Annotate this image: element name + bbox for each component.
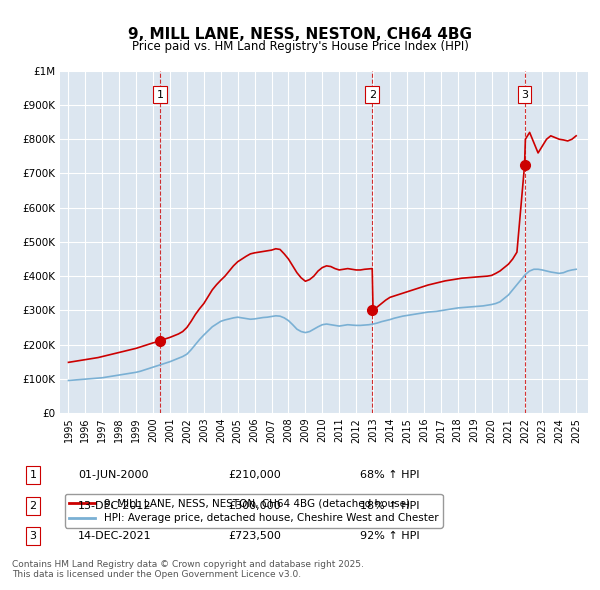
Text: Price paid vs. HM Land Registry's House Price Index (HPI): Price paid vs. HM Land Registry's House … <box>131 40 469 53</box>
Text: £210,000: £210,000 <box>228 470 281 480</box>
Text: 1: 1 <box>157 90 164 100</box>
Text: 18% ↑ HPI: 18% ↑ HPI <box>360 501 419 510</box>
Text: 2: 2 <box>368 90 376 100</box>
Text: 3: 3 <box>29 532 37 541</box>
Text: 9, MILL LANE, NESS, NESTON, CH64 4BG: 9, MILL LANE, NESS, NESTON, CH64 4BG <box>128 27 472 41</box>
Text: 92% ↑ HPI: 92% ↑ HPI <box>360 532 419 541</box>
Text: 14-DEC-2021: 14-DEC-2021 <box>78 532 152 541</box>
Text: 13-DEC-2012: 13-DEC-2012 <box>78 501 151 510</box>
Text: 3: 3 <box>521 90 528 100</box>
Text: Contains HM Land Registry data © Crown copyright and database right 2025.
This d: Contains HM Land Registry data © Crown c… <box>12 560 364 579</box>
Text: 2: 2 <box>29 501 37 510</box>
Text: 01-JUN-2000: 01-JUN-2000 <box>78 470 149 480</box>
Legend: 9, MILL LANE, NESS, NESTON, CH64 4BG (detached house), HPI: Average price, detac: 9, MILL LANE, NESS, NESTON, CH64 4BG (de… <box>65 494 443 527</box>
Text: £300,000: £300,000 <box>228 501 281 510</box>
Text: 1: 1 <box>29 470 37 480</box>
Text: £723,500: £723,500 <box>228 532 281 541</box>
Text: 68% ↑ HPI: 68% ↑ HPI <box>360 470 419 480</box>
